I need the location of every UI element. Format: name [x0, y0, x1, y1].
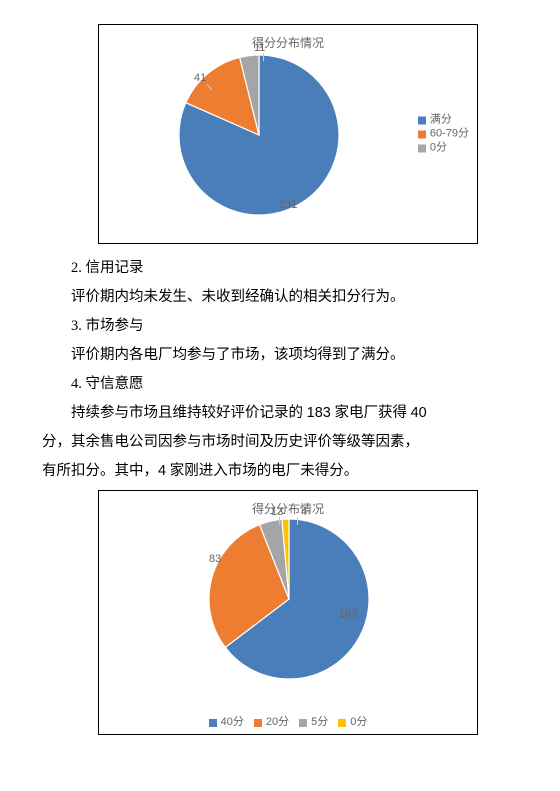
chart-2-legend-label-1: 20分 — [266, 717, 289, 728]
para-4a-n1: 183 — [307, 405, 331, 421]
chart-2-pie — [209, 519, 369, 679]
chart-2-legend-label-3: 0分 — [350, 717, 367, 728]
chart-2-title: 得分分布情况 — [99, 491, 477, 521]
chart-2-legend-item-0: 40分 — [209, 717, 244, 728]
chart-1-slice-label-0: 231 — [279, 200, 297, 211]
para-4c: 有所扣分。其中，4 家刚进入市场的电厂未得分。 — [42, 457, 518, 486]
chart-2-swatch-2 — [299, 719, 307, 727]
chart-1-title: 得分分布情况 — [99, 25, 477, 55]
chart-2-legend-item-2: 5分 — [299, 717, 328, 728]
para-4a-mid: 家电厂获得 — [331, 405, 411, 421]
chart-2-slice-label-2: 13 — [271, 507, 283, 518]
chart-1-legend-label-1: 60-79分 — [430, 129, 469, 140]
chart-1-legend-item-2: 0分 — [418, 143, 469, 154]
chart-1-leader-2 — [263, 53, 264, 61]
chart-1-legend-item-0: 满分 — [418, 115, 469, 126]
chart-2-slice-label-3: 4 — [301, 507, 307, 518]
chart-2-legend-item-1: 20分 — [254, 717, 289, 728]
para-4a-pre: 持续参与市场且维持较好评价记录的 — [71, 405, 307, 421]
chart-2-legend-item-3: 0分 — [338, 717, 367, 728]
chart-1-legend-label-2: 0分 — [430, 143, 447, 154]
chart-1-swatch-2 — [418, 144, 426, 152]
para-4c-post: 家刚进入市场的电厂未得分。 — [166, 463, 358, 479]
para-4a-n2: 40 — [411, 405, 427, 421]
chart-2-slice-label-0: 183 — [339, 609, 357, 620]
chart-2-swatch-1 — [254, 719, 262, 727]
chart-2-legend: 40分 20分 5分 0分 — [99, 717, 477, 728]
para-4a: 持续参与市场且维持较好评价记录的 183 家电厂获得 40 — [42, 399, 518, 428]
chart-2-score-distribution: 得分分布情况 183 83 13 4 40分 20分 5分 0分 — [98, 490, 478, 735]
heading-3: 3. 市场参与 — [42, 312, 518, 341]
chart-1-swatch-1 — [418, 130, 426, 138]
chart-2-swatch-3 — [338, 719, 346, 727]
chart-1-legend-item-1: 60-79分 — [418, 129, 469, 140]
chart-1-legend: 满分 60-79分 0分 — [418, 112, 469, 157]
para-3: 评价期内各电厂均参与了市场，该项均得到了满分。 — [42, 341, 518, 370]
chart-1-slice-label-1: 41 — [194, 73, 206, 84]
para-4c-pre: 有所扣分。其中， — [42, 463, 158, 479]
chart-1-legend-label-0: 满分 — [430, 115, 452, 126]
chart-2-leader-2 — [279, 517, 280, 525]
chart-2-legend-label-0: 40分 — [221, 717, 244, 728]
chart-2-legend-label-2: 5分 — [311, 717, 328, 728]
chart-1-score-distribution: 得分分布情况 231 41 11 满分 60-79分 0分 — [98, 24, 478, 244]
heading-4: 4. 守信意愿 — [42, 370, 518, 399]
para-4c-n: 4 — [158, 463, 166, 479]
chart-2-leader-3 — [297, 517, 298, 525]
para-4b: 分，其余售电公司因参与市场时间及历史评价等级等因素， — [42, 428, 518, 457]
para-2: 评价期内均未发生、未收到经确认的相关扣分行为。 — [42, 283, 518, 312]
chart-2-swatch-0 — [209, 719, 217, 727]
heading-2: 2. 信用记录 — [42, 254, 518, 283]
chart-2-slice-label-1: 83 — [209, 554, 221, 565]
chart-1-swatch-0 — [418, 116, 426, 124]
